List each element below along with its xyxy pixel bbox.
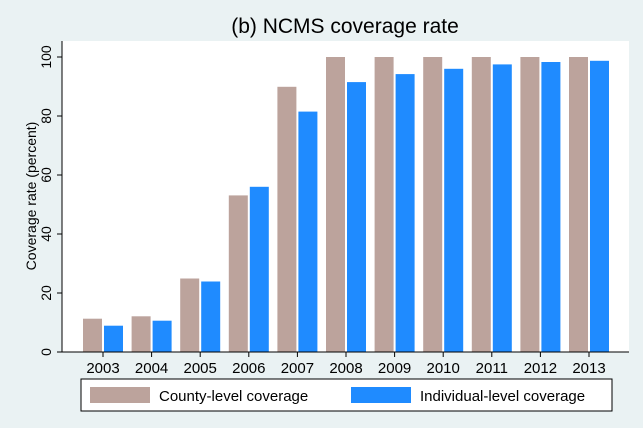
bar-county-2010 xyxy=(423,57,443,352)
bar-individual-2005 xyxy=(201,281,221,352)
x-tick-label: 2006 xyxy=(232,360,265,377)
legend: County-level coverage Individual-level c… xyxy=(80,378,613,412)
bar-county-2013 xyxy=(569,57,588,352)
y-tick-label: 40 xyxy=(38,226,54,242)
y-tick-label: 60 xyxy=(38,167,54,183)
bar-county-2009 xyxy=(374,57,394,352)
legend-label-individual: Individual-level coverage xyxy=(420,388,585,405)
x-tick-label: 2004 xyxy=(135,360,168,377)
bar-individual-2007 xyxy=(298,111,318,352)
bar-individual-2004 xyxy=(152,320,172,352)
chart-title: (b) NCMS coverage rate xyxy=(231,15,459,38)
bar-individual-2011 xyxy=(492,64,512,353)
bar-individual-2003 xyxy=(104,325,123,352)
axes-layer: 2003 2004 2005 2006 2007 2008 2009 2010 2011 2012… xyxy=(38,41,629,377)
x-tick-label: 2008 xyxy=(329,360,362,377)
bar-county-2006 xyxy=(228,195,248,352)
x-tick-label: 2003 xyxy=(86,360,119,377)
x-tick-label: 2012 xyxy=(524,360,557,377)
bar-county-2007 xyxy=(277,86,297,353)
y-tick-label: 20 xyxy=(38,285,54,301)
bar-individual-2009 xyxy=(395,74,415,352)
y-axis-label: Coverage rate (percent) xyxy=(23,122,39,271)
x-tick-label: 2007 xyxy=(281,360,314,377)
bar-county-2008 xyxy=(326,57,345,352)
x-tick-label: 2013 xyxy=(572,360,605,377)
bars-layer xyxy=(83,57,609,353)
bar-individual-2010 xyxy=(444,68,464,353)
x-tick-label: 2010 xyxy=(427,360,460,377)
bar-individual-2013 xyxy=(590,60,609,353)
y-tick-label: 0 xyxy=(38,348,54,356)
bar-county-2004 xyxy=(131,316,151,352)
bar-county-2005 xyxy=(180,278,200,352)
legend-box xyxy=(80,378,613,412)
x-tick-label: 2005 xyxy=(184,360,217,377)
x-tick-label: 2011 xyxy=(476,360,508,377)
bar-individual-2006 xyxy=(249,186,269,352)
bar-individual-2012 xyxy=(541,62,561,352)
y-tick-label: 100 xyxy=(38,45,54,69)
legend-label-county: County-level coverage xyxy=(159,388,308,405)
bar-county-2012 xyxy=(520,57,540,352)
y-tick-label: 80 xyxy=(38,108,54,124)
legend-swatch-county xyxy=(90,387,150,403)
bar-county-2003 xyxy=(83,318,102,352)
legend-swatch-individual xyxy=(351,387,411,403)
bar-individual-2008 xyxy=(347,82,366,352)
bar-county-2011 xyxy=(471,57,491,352)
x-tick-label: 2009 xyxy=(378,360,411,377)
